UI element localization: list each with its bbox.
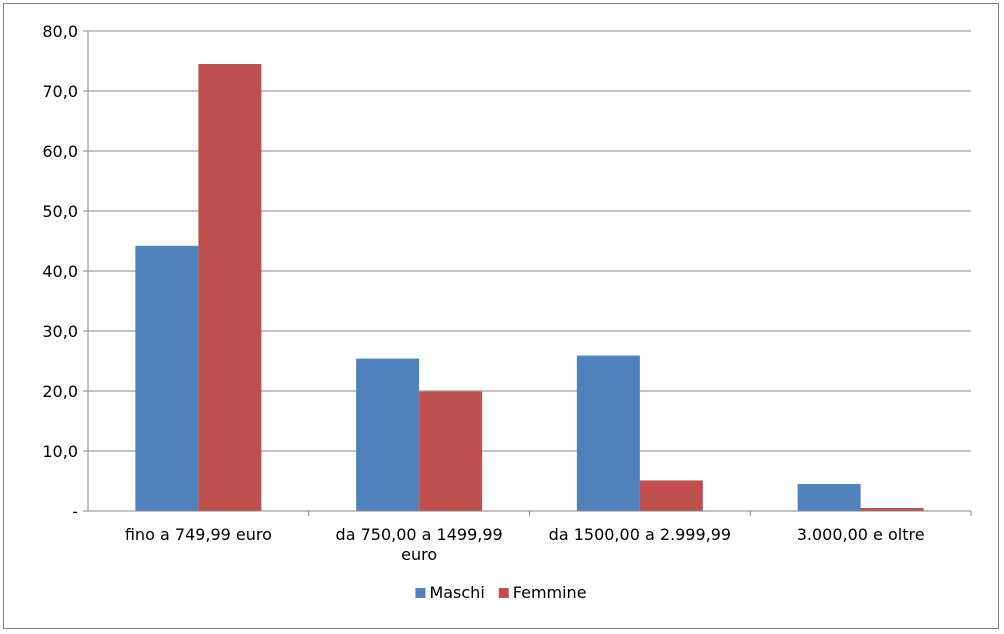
y-tick-label: - bbox=[72, 502, 78, 521]
y-tick-label: 80,0 bbox=[42, 22, 78, 41]
bar-maschi bbox=[135, 245, 199, 512]
y-tick-label: 40,0 bbox=[42, 262, 78, 281]
legend-swatch-maschi bbox=[415, 588, 426, 598]
y-tick-label: 70,0 bbox=[42, 82, 78, 101]
bar-maschi bbox=[356, 358, 420, 511]
legend-label-femmine: Femmine bbox=[513, 583, 587, 602]
legend-swatch-femmine bbox=[498, 588, 509, 598]
axes: - 10,0 20,0 30,0 40,0 50,0 60,0 70,0 80,0 fino a … bbox=[42, 22, 972, 564]
bar-femmine bbox=[860, 508, 924, 511]
y-tick-label: 60,0 bbox=[42, 142, 78, 161]
y-tick-label: 20,0 bbox=[42, 382, 78, 401]
x-tick-label: da 750,00 a 1499,99 bbox=[336, 525, 503, 544]
y-tick-label: 50,0 bbox=[42, 202, 78, 221]
bars bbox=[135, 64, 924, 512]
x-tick-label: da 1500,00 a 2.999,99 bbox=[549, 525, 731, 544]
bar-chart: - 10,0 20,0 30,0 40,0 50,0 60,0 70,0 80,0 fino a … bbox=[42, 22, 972, 602]
bar-femmine bbox=[198, 64, 262, 511]
bar-maschi bbox=[797, 484, 861, 511]
bar-femmine bbox=[419, 391, 483, 511]
bar-femmine bbox=[639, 480, 703, 511]
legend: Maschi Femmine bbox=[415, 583, 587, 602]
x-tick-label: fino a 749,99 euro bbox=[125, 525, 272, 544]
chart-frame: - 10,0 20,0 30,0 40,0 50,0 60,0 70,0 80,0 fino a … bbox=[3, 3, 999, 629]
y-tick-label: 10,0 bbox=[42, 442, 78, 461]
legend-label-maschi: Maschi bbox=[429, 583, 484, 602]
x-tick-label: euro bbox=[401, 545, 437, 564]
bar-maschi bbox=[576, 355, 640, 511]
y-tick-label: 30,0 bbox=[42, 322, 78, 341]
x-tick-label: 3.000,00 e oltre bbox=[797, 525, 925, 544]
